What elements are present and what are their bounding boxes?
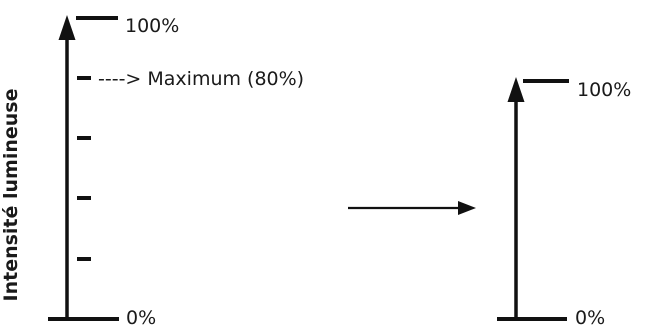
right-bottom-label: 0% (575, 307, 605, 325)
right-top-label: 100% (577, 79, 631, 101)
left-scale: Intensité lumineuse 100% ----> Maximum (… (0, 15, 304, 325)
transition-arrow (348, 201, 476, 215)
y-axis-label: Intensité lumineuse (0, 89, 22, 302)
right-axis-arrowhead (507, 77, 525, 102)
left-top-label: 100% (125, 15, 179, 37)
right-scale: 100% 0% (497, 77, 631, 325)
maximum-marker-label: ----> Maximum (80%) (98, 68, 304, 90)
left-bottom-label: 0% (126, 307, 156, 325)
left-axis-arrowhead (58, 15, 76, 40)
left-intermediate-ticks (77, 76, 91, 261)
